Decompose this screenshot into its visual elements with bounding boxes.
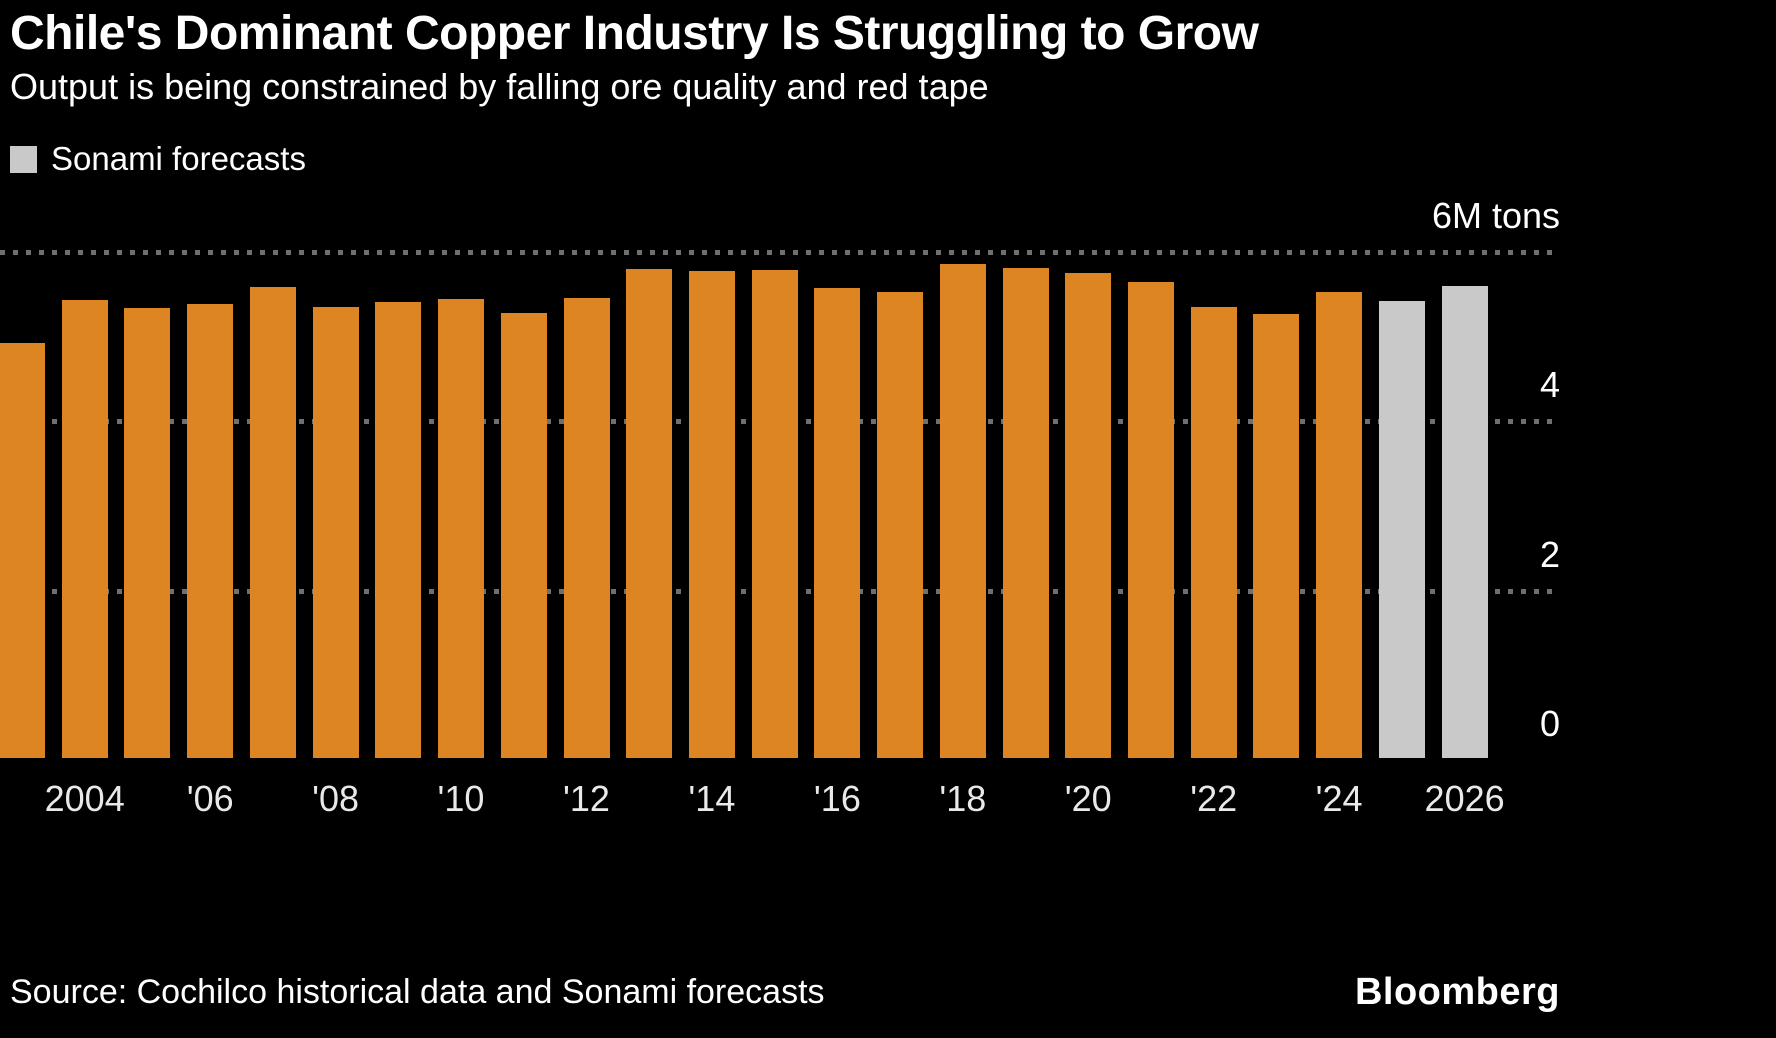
bar-2006 <box>187 304 234 758</box>
x-axis-tick-2014: '14 <box>688 778 736 819</box>
bar-2013 <box>626 268 673 758</box>
x-axis-tick-2018: '18 <box>939 778 987 819</box>
bar-2008 <box>312 306 359 758</box>
bar-2007 <box>249 287 296 758</box>
bar-2019 <box>1002 267 1049 758</box>
bar-2004 <box>61 300 108 758</box>
bar-2020 <box>1065 272 1112 758</box>
bar-2010 <box>438 299 484 758</box>
bar-2015 <box>751 270 798 758</box>
bar-2022 <box>1190 306 1237 758</box>
bar-2018 <box>939 264 986 758</box>
bar-2012 <box>563 298 610 758</box>
y-axis-label-0: 0 <box>1539 703 1560 744</box>
bar-2016 <box>814 288 861 758</box>
bar-2014 <box>688 271 735 758</box>
bar-2011 <box>500 312 547 758</box>
x-axis-labels: 2004 '06 '08 '10 '12 '14 '16 '18 '20 '22 '24 2026 <box>0 778 1560 828</box>
bar-2024 <box>1316 292 1363 758</box>
plot-area <box>0 250 1560 758</box>
x-axis-tick-2008: '08 <box>312 778 360 819</box>
bloomberg-logo: Bloomberg <box>1354 971 1560 1013</box>
x-axis-tick-2024: '24 <box>1315 778 1363 819</box>
x-axis-tick-2016: '16 <box>813 778 861 819</box>
chart-title: Chile's Dominant Copper Industry Is Stru… <box>10 7 1259 60</box>
gridline-6 <box>0 250 1560 255</box>
y-axis-label-2: 2 <box>1539 533 1560 575</box>
bar-2021 <box>1128 282 1174 758</box>
bar-2023 <box>1253 313 1300 758</box>
x-axis-tick-2012: '12 <box>563 778 610 819</box>
x-axis-tick-2004: 2004 <box>44 778 125 819</box>
y-axis-label-4: 4 <box>1539 364 1560 406</box>
legend-swatch-icon <box>10 145 37 173</box>
source-note: Source: Cochilco historical data and Son… <box>10 973 825 1011</box>
bar-2025-forecast <box>1378 300 1425 758</box>
x-axis-tick-2006: '06 <box>186 778 234 819</box>
x-axis-tick-2020: '20 <box>1064 778 1112 819</box>
bar-2005 <box>124 307 171 758</box>
bar-2017 <box>877 292 924 758</box>
bar-2003 <box>0 343 45 758</box>
x-axis-tick-2010: '10 <box>437 778 485 819</box>
y-axis-label-6: 6M tons <box>1431 195 1560 236</box>
y-axis-labels: 6M tons 4 2 0 <box>0 198 1560 758</box>
chart-subtitle: Output is being constrained by falling o… <box>10 66 989 107</box>
legend: Sonami forecasts <box>10 140 306 178</box>
bar-2009 <box>375 301 422 758</box>
bar-2026-forecast <box>1441 285 1488 758</box>
legend-label: Sonami forecasts <box>51 140 306 177</box>
x-axis-tick-2022: '22 <box>1190 778 1238 819</box>
x-axis-tick-2026: 2026 <box>1424 778 1505 819</box>
